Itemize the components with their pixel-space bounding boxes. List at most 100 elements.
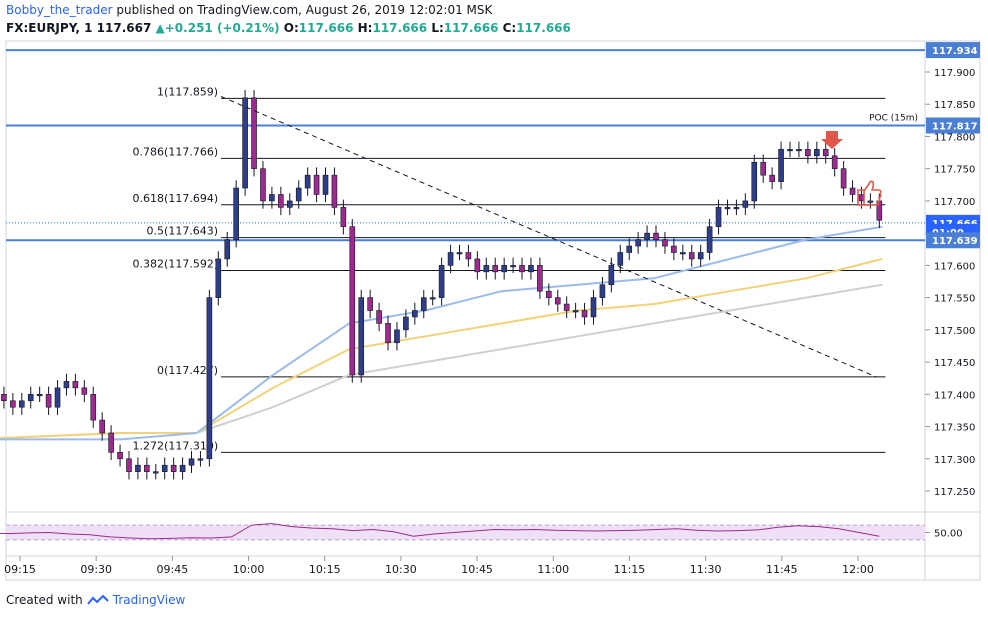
open-label: O: <box>283 21 299 35</box>
candle-up <box>152 471 159 474</box>
candle-down <box>769 174 775 182</box>
fib-level-label: 0.618(117.694) <box>133 192 219 205</box>
candle-down <box>831 155 838 169</box>
price-tag-label: 117.934 <box>932 46 978 57</box>
down-arrow-icon <box>821 131 843 149</box>
candle-up <box>27 394 34 402</box>
time-tick-label: 09:30 <box>80 563 112 576</box>
price-tick-label: 117.750 <box>934 165 975 176</box>
candle-up <box>796 149 802 152</box>
candle-down <box>81 387 88 395</box>
trendline <box>220 96 877 378</box>
author-link[interactable]: Bobby_the_trader <box>6 3 113 17</box>
candle-up <box>188 458 195 466</box>
candle-up <box>483 265 490 273</box>
time-tick-label: 10:30 <box>385 563 417 576</box>
candle-up <box>572 310 579 313</box>
candle-down <box>662 239 668 247</box>
rsi-band <box>6 525 925 540</box>
price-tick-label: 117.550 <box>934 294 975 305</box>
candle-up <box>36 394 43 397</box>
price-tick-label: 117.500 <box>934 326 975 337</box>
tradingview-brand[interactable]: TradingView <box>112 593 186 607</box>
price-tick-label: 117.450 <box>934 358 975 369</box>
candle-down <box>117 452 123 460</box>
candle-down <box>331 174 338 208</box>
symbol-label[interactable]: FX:EURJPY, 1 <box>6 21 93 35</box>
fib-level-label: 0.5(117.643) <box>147 225 219 238</box>
price-tick-label: 117.800 <box>934 132 975 143</box>
candle-down <box>367 297 373 311</box>
candle-down <box>126 458 132 472</box>
ema-slow-line <box>0 283 883 440</box>
candle-down <box>385 323 391 344</box>
candle-up <box>644 232 650 240</box>
candle-down <box>108 432 114 453</box>
candle-down <box>760 161 767 176</box>
candle-up <box>322 174 329 195</box>
last-price: 117.667 <box>96 21 152 35</box>
up-triangle-icon: ▲ <box>155 21 165 35</box>
publish-header: Bobby_the_trader published on TradingVie… <box>6 3 492 17</box>
price-change: +0.251 (+0.21%) <box>164 21 280 35</box>
candle-up <box>420 297 427 311</box>
candle-down <box>822 149 829 157</box>
candle-up <box>206 297 213 460</box>
candle-up <box>438 265 445 298</box>
candle-up <box>358 297 365 376</box>
ema-fast-line <box>0 225 883 441</box>
candle-up <box>608 265 615 286</box>
candle-down <box>805 149 811 157</box>
candle-down <box>313 174 320 195</box>
candle-up <box>447 252 454 266</box>
candle-up <box>697 252 704 260</box>
price-tick-label: 117.700 <box>934 197 975 208</box>
time-tick-label: 10:00 <box>233 563 265 576</box>
price-tick-label: 117.300 <box>934 455 975 466</box>
candle-up <box>197 458 204 461</box>
candle-up <box>403 316 409 331</box>
candle-up <box>135 464 141 472</box>
candle-down <box>563 303 570 311</box>
candle-up <box>599 284 606 298</box>
price-tag <box>926 42 980 59</box>
price-tag <box>926 117 980 134</box>
price-tick-label: 117.850 <box>934 100 975 111</box>
candle-down <box>278 194 284 208</box>
candle-up <box>233 187 239 240</box>
candle-up <box>429 297 436 300</box>
candle-up <box>456 252 463 255</box>
low-label: L: <box>431 21 444 35</box>
candle-up <box>751 161 758 202</box>
fib-level-label: 1(117.859) <box>157 85 218 98</box>
time-tick-label: 11:45 <box>766 563 798 576</box>
candle-down <box>671 245 677 253</box>
candle-down <box>170 464 177 472</box>
candle-down <box>653 232 659 240</box>
time-tick-label: 11:15 <box>614 563 646 576</box>
candle-up <box>510 265 516 268</box>
candle-down <box>349 226 356 376</box>
candle-up <box>304 174 311 189</box>
time-tick-label: 10:45 <box>461 563 493 576</box>
fib-level-label: 0.786(117.766) <box>133 145 219 158</box>
fib-level-label: 0.382(117.592) <box>133 258 219 271</box>
candle-down <box>849 187 856 195</box>
candle-up <box>528 265 534 273</box>
candle-down <box>519 265 525 273</box>
candle-up <box>724 207 731 210</box>
candle-down <box>465 252 472 260</box>
candle-down <box>251 97 257 169</box>
fib-level-label: 0(117.427) <box>157 364 218 377</box>
candle-down <box>840 168 847 189</box>
candle-up <box>18 400 25 408</box>
price-tick-label: 117.350 <box>934 423 975 434</box>
candle-down <box>144 464 150 472</box>
time-tick-label: 09:15 <box>4 563 36 576</box>
candle-down <box>340 207 347 228</box>
candle-up <box>224 239 231 260</box>
candle-down <box>45 394 52 408</box>
chart-frame <box>5 40 981 581</box>
poc-label: POC (15m) <box>869 114 918 124</box>
